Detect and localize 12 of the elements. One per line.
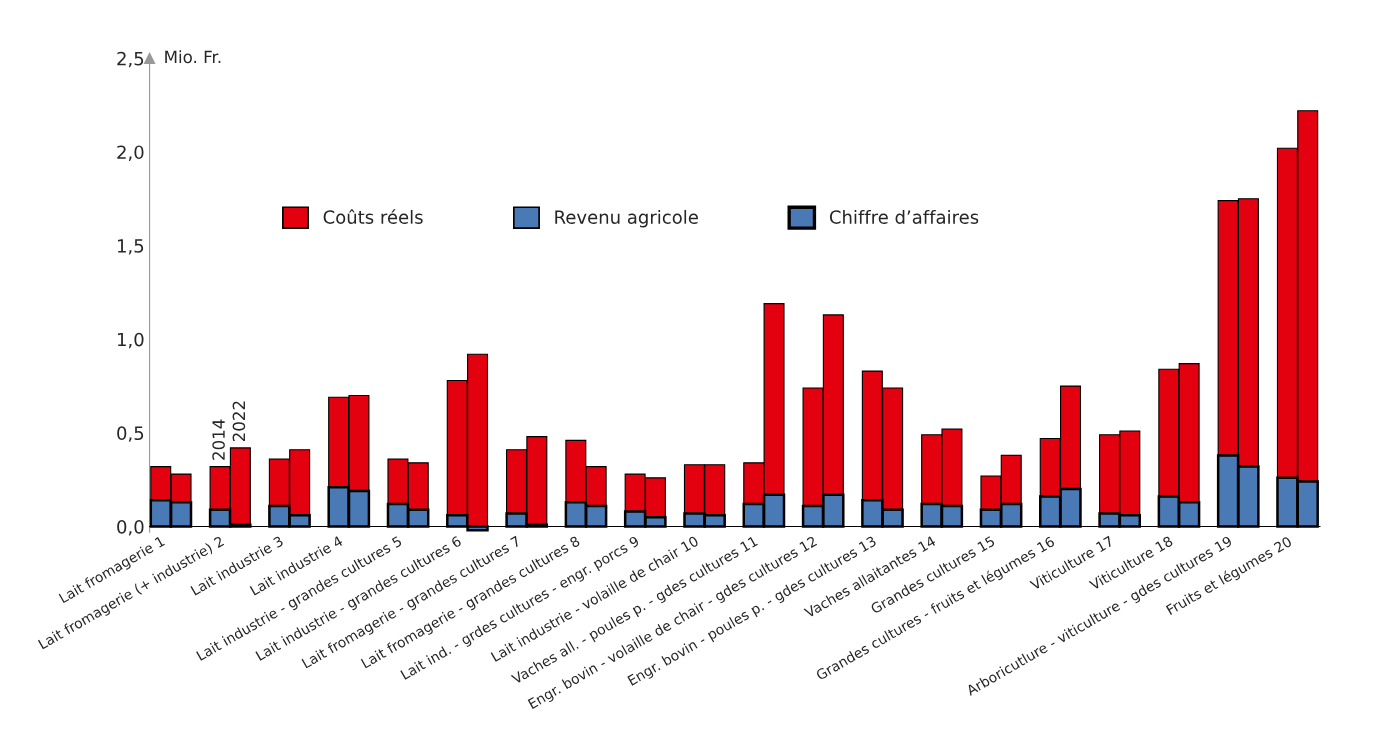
y-tick-label: 1,5 <box>117 239 144 255</box>
y-tick-label: 2,0 <box>117 145 144 161</box>
legend-label: Coûts réels <box>323 209 423 224</box>
annotation: 2014 <box>212 419 225 460</box>
y-tick-label: 2,5 <box>117 51 144 68</box>
annotation: Chiffre d’affaires <box>829 209 979 224</box>
legend-label: Revenu agricole <box>555 209 698 228</box>
y-tick-label: 1,0 <box>117 332 144 349</box>
annotation: 2022 <box>232 401 246 442</box>
y-axis-title: Mio. Fr. <box>165 50 221 64</box>
y-tick-label: 0,0 <box>117 520 144 536</box>
y-tick-label: 0,5 <box>117 426 144 442</box>
